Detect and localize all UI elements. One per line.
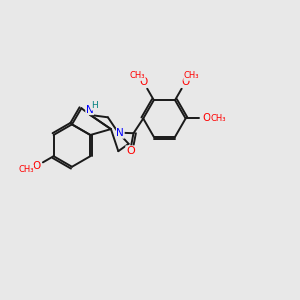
Text: N: N [116,128,124,138]
Text: CH₃: CH₃ [184,71,199,80]
Text: H: H [91,101,98,110]
Text: O: O [32,161,41,171]
Text: O: O [202,113,210,124]
Text: O: O [181,77,190,87]
Text: O: O [126,146,135,156]
Text: CH₃: CH₃ [130,71,145,80]
Text: CH₃: CH₃ [211,114,226,123]
Text: O: O [140,77,148,87]
Text: N: N [86,105,94,115]
Text: CH₃: CH₃ [18,165,34,174]
